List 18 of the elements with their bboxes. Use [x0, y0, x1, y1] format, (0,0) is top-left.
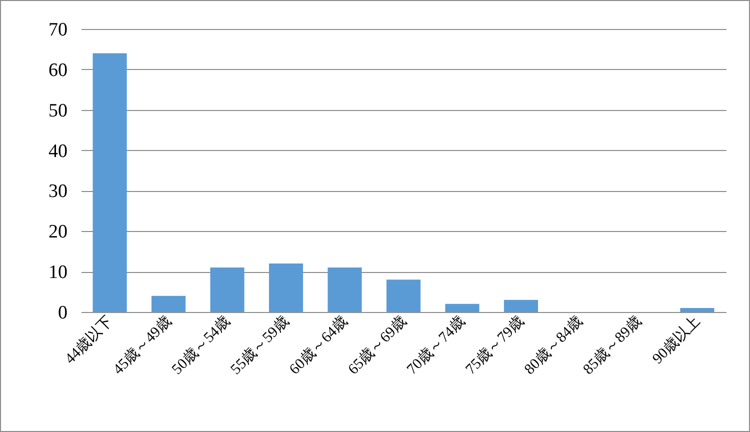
y-tick-label: 30: [48, 181, 68, 202]
y-tick-label: 50: [48, 100, 68, 122]
bar: [92, 53, 127, 312]
y-tick-label: 0: [58, 302, 68, 324]
y-tick-label: 60: [48, 60, 68, 81]
y-tick-label: 40: [48, 140, 68, 162]
x-tick-label: 90歳以上: [649, 312, 704, 368]
bar: [210, 268, 244, 312]
bar: [504, 300, 538, 312]
bar: [680, 308, 714, 312]
bar: [445, 304, 480, 312]
y-tick-label: 70: [48, 20, 68, 40]
bar: [328, 268, 362, 312]
bar: [268, 263, 304, 312]
y-tick-label: 20: [48, 222, 68, 243]
bar: [386, 280, 421, 312]
bar: [151, 296, 186, 312]
y-tick-label: 10: [48, 262, 68, 284]
